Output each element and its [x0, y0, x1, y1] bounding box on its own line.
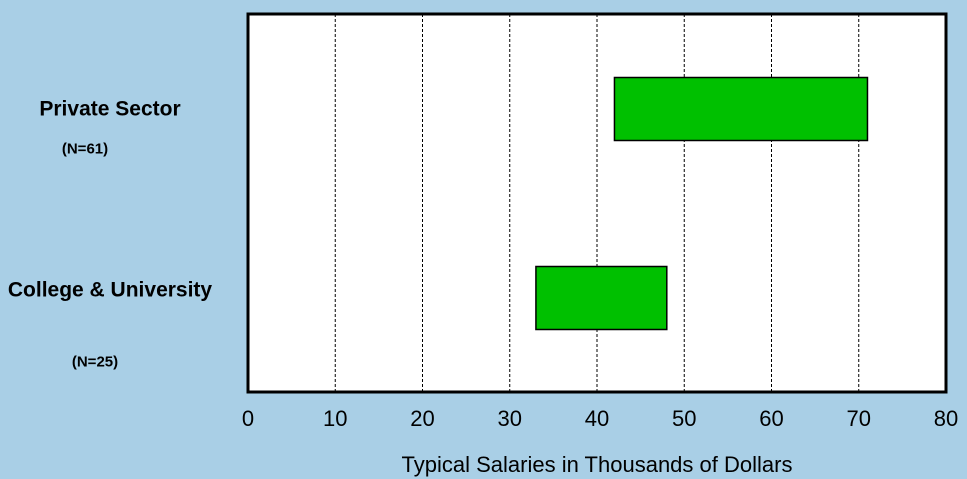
x-axis-label: Typical Salaries in Thousands of Dollars: [402, 452, 793, 477]
x-tick-label: 80: [934, 406, 958, 431]
y-category-label: Private Sector: [39, 97, 181, 120]
x-tick-label: 60: [759, 406, 783, 431]
bar: [613, 76, 869, 142]
x-tick-label: 10: [323, 406, 347, 431]
x-tick-label: 0: [242, 406, 254, 431]
x-tick-label: 50: [672, 406, 696, 431]
bar: [535, 265, 668, 331]
plot-border: [246, 12, 948, 394]
sample-size-label: (N=61): [61, 140, 109, 157]
x-tick-label: 70: [847, 406, 871, 431]
x-tick-label: 40: [585, 406, 609, 431]
x-tick-label: 30: [498, 406, 522, 431]
sample-size-label: (N=25): [71, 353, 119, 370]
x-tick-label: 20: [410, 406, 434, 431]
y-category-label: College & University: [7, 278, 213, 301]
